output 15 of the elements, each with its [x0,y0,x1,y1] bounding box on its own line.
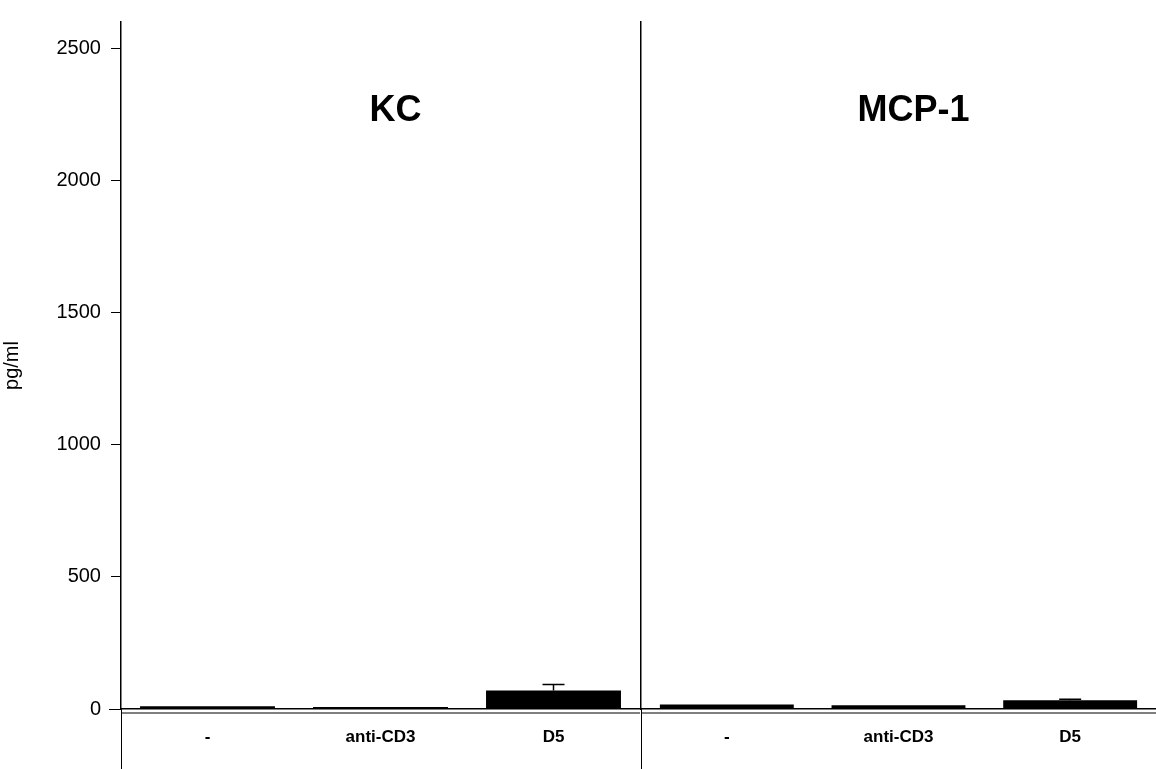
y-tick-label: 1500 [56,300,101,323]
text: MCP-1 [857,88,970,130]
y-tick-label: 2000 [56,168,101,191]
text: KC [369,88,422,130]
y-tick-label: 0 [89,696,101,719]
x-tick-label: anti-CD3 [345,726,416,746]
y-tick-label: 2500 [56,35,101,58]
x-tick-label: D5 [1059,726,1082,746]
x-tick-label: - [724,726,730,746]
y-tick-label: 1000 [56,432,101,455]
x-tick-label: anti-CD3 [863,726,934,746]
x-tick-label: - [204,726,211,746]
y-tick-label: 500 [67,564,101,587]
y-axis-title: pg/ml [0,341,22,390]
x-tick-label: D5 [542,726,565,746]
